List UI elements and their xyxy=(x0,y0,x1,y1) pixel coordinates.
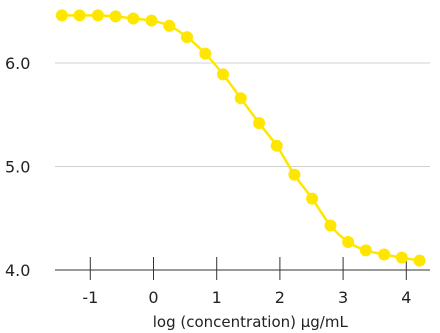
data-points xyxy=(55,9,426,267)
data-point xyxy=(288,168,301,181)
x-tick-label: 3 xyxy=(338,288,348,307)
data-point xyxy=(413,254,426,267)
data-point xyxy=(55,9,68,22)
data-point xyxy=(217,68,230,81)
y-tick-label: 5.0 xyxy=(5,158,30,177)
x-tick-label: 4 xyxy=(401,288,411,307)
x-tick-label: -1 xyxy=(82,288,98,307)
data-point xyxy=(180,31,193,44)
x-tick-label: 2 xyxy=(275,288,285,307)
data-point xyxy=(342,236,355,249)
data-point xyxy=(127,12,140,25)
x-tick-label: 1 xyxy=(212,288,222,307)
data-point xyxy=(73,9,86,22)
data-point xyxy=(306,192,319,205)
data-point xyxy=(199,47,212,60)
axes xyxy=(55,257,430,280)
data-point xyxy=(378,248,391,261)
y-tick-label: 6.0 xyxy=(5,54,30,73)
y-tick-label: 4.0 xyxy=(5,261,30,280)
data-point xyxy=(163,19,176,32)
grid-lines xyxy=(55,62,430,167)
data-point xyxy=(324,219,337,232)
data-point xyxy=(359,244,372,257)
data-point xyxy=(395,251,408,264)
data-point xyxy=(91,9,104,22)
series-curve xyxy=(61,14,420,262)
data-point xyxy=(234,92,247,105)
x-axis-label: log (concentration) µg/mL xyxy=(153,313,349,331)
x-tick-label: 0 xyxy=(148,288,158,307)
data-point xyxy=(270,139,283,152)
series-line xyxy=(61,14,420,262)
data-point xyxy=(145,14,158,27)
tick-labels: 4.0 5.0 6.0 -1 0 1 2 3 4 xyxy=(5,54,411,307)
data-point xyxy=(109,10,122,23)
data-point xyxy=(253,117,266,130)
